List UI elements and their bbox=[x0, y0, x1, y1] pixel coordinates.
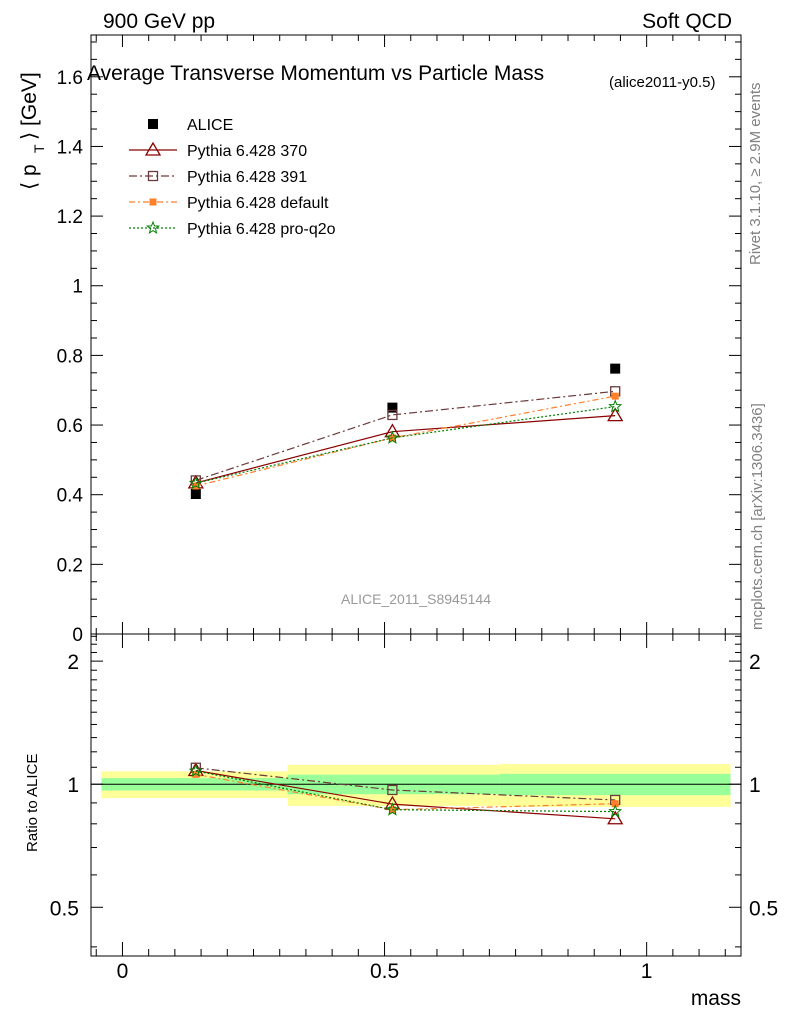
legend-entry: ALICE bbox=[148, 117, 233, 134]
data-point bbox=[385, 430, 400, 444]
y-tick-label: 0.2 bbox=[57, 555, 83, 576]
legend: ALICE Pythia 6.428 370 Pythia 6.428 391 Pyt… bbox=[129, 117, 336, 238]
data-point bbox=[608, 399, 623, 413]
data-point bbox=[611, 392, 619, 400]
ratio-data-point bbox=[607, 810, 624, 825]
ratio-series-pythia-6-428-pro-q2o bbox=[188, 763, 623, 818]
legend-marker bbox=[148, 119, 158, 129]
ratio-series-line bbox=[195, 770, 616, 813]
series-line bbox=[195, 415, 616, 484]
y-tick-label: 0.4 bbox=[57, 486, 84, 507]
ratio-data-point bbox=[611, 800, 619, 808]
x-tick-label: 0 bbox=[117, 960, 129, 983]
header-right: Soft QCD bbox=[642, 10, 732, 33]
plot-subtitle: (alice2011-y0.5) bbox=[609, 74, 715, 91]
series-pythia-6-428-pro-q2o bbox=[188, 399, 623, 490]
x-tick-label: 1 bbox=[641, 960, 653, 983]
plot-title: Average Transverse Momentum vs Particle … bbox=[87, 62, 544, 85]
series-line bbox=[195, 390, 616, 481]
y-tick-label: 1.4 bbox=[57, 137, 84, 158]
ratio-y-tick-label-right: 0.5 bbox=[749, 897, 778, 920]
svg-text:T: T bbox=[31, 144, 47, 153]
mcplots-label: mcplots.cern.ch [arXiv:1306.3436] bbox=[749, 403, 766, 630]
y-tick-label: 1.2 bbox=[57, 207, 83, 228]
svg-text:⟨ p: ⟨ p bbox=[18, 164, 41, 190]
ratio-y-tick-label: 2 bbox=[67, 651, 79, 674]
header-left: 900 GeV pp bbox=[103, 10, 215, 33]
series-pythia-6-428-370 bbox=[187, 407, 624, 489]
ratio-series-line bbox=[195, 767, 616, 801]
legend-marker bbox=[147, 170, 159, 182]
legend-entry: Pythia 6.428 pro-q2o bbox=[129, 220, 336, 238]
data-point bbox=[188, 475, 203, 490]
legend-entry: Pythia 6.428 391 bbox=[129, 169, 307, 186]
watermark: ALICE_2011_S8945144 bbox=[341, 591, 491, 607]
legend-label: ALICE bbox=[187, 117, 233, 134]
y-tick-label: 0 bbox=[72, 625, 83, 646]
data-point bbox=[387, 409, 398, 421]
legend-entry: Pythia 6.428 default bbox=[129, 195, 329, 212]
y-tick-label: 0.8 bbox=[57, 346, 83, 367]
data-point bbox=[610, 363, 621, 374]
ratio-plot: 0.5 0.5 1 1 2 2 0 0.5 1 bbox=[50, 633, 778, 983]
main-y-label: ⟨ p T ⟩ [GeV] bbox=[18, 72, 47, 190]
legend-label: Pythia 6.428 pro-q2o bbox=[187, 221, 336, 238]
ratio-data-point bbox=[385, 802, 400, 816]
legend-marker bbox=[146, 220, 160, 235]
series-pythia-6-428-391 bbox=[190, 386, 621, 486]
rivet-label: Rivet 3.1.10, ≥ 2.9M events bbox=[747, 83, 764, 266]
main-plot: 0 0.2 0.4 0.6 0.8 1 1.2 1.4 1.6 bbox=[57, 34, 742, 646]
legend-label: Pythia 6.428 391 bbox=[187, 169, 307, 186]
ratio-data-point bbox=[387, 784, 398, 796]
legend-marker bbox=[144, 141, 162, 156]
ratio-y-tick-label-right: 1 bbox=[749, 774, 761, 797]
ratio-y-tick-label-right: 2 bbox=[749, 651, 761, 674]
y-tick-label: 1 bbox=[72, 277, 83, 298]
data-point bbox=[387, 402, 398, 413]
legend-entry: Pythia 6.428 370 bbox=[129, 141, 307, 160]
ratio-data-point bbox=[608, 804, 623, 818]
y-tick-label: 1.6 bbox=[57, 68, 83, 89]
ratio-y-tick-label: 0.5 bbox=[50, 897, 79, 920]
legend-marker bbox=[149, 198, 157, 206]
series-line bbox=[195, 406, 616, 484]
y-tick-label: 0.6 bbox=[57, 416, 83, 437]
legend-label: Pythia 6.428 370 bbox=[187, 143, 307, 160]
series-line bbox=[195, 395, 616, 487]
ratio-frame bbox=[90, 633, 742, 957]
series-alice bbox=[190, 363, 621, 500]
ratio-data-point bbox=[192, 770, 200, 778]
series-pythia-6-428-default bbox=[192, 392, 619, 490]
x-tick-label: 0.5 bbox=[370, 960, 399, 983]
x-axis-label: mass bbox=[691, 987, 741, 1010]
ratio-y-tick-label: 1 bbox=[67, 774, 79, 797]
ratio-data-point bbox=[188, 763, 203, 778]
svg-text:⟩ [GeV]: ⟩ [GeV] bbox=[18, 72, 41, 140]
data-point bbox=[190, 489, 201, 500]
ratio-y-label: Ratio to ALICE bbox=[24, 754, 41, 852]
legend-label: Pythia 6.428 default bbox=[187, 195, 329, 212]
data-point bbox=[607, 407, 624, 422]
